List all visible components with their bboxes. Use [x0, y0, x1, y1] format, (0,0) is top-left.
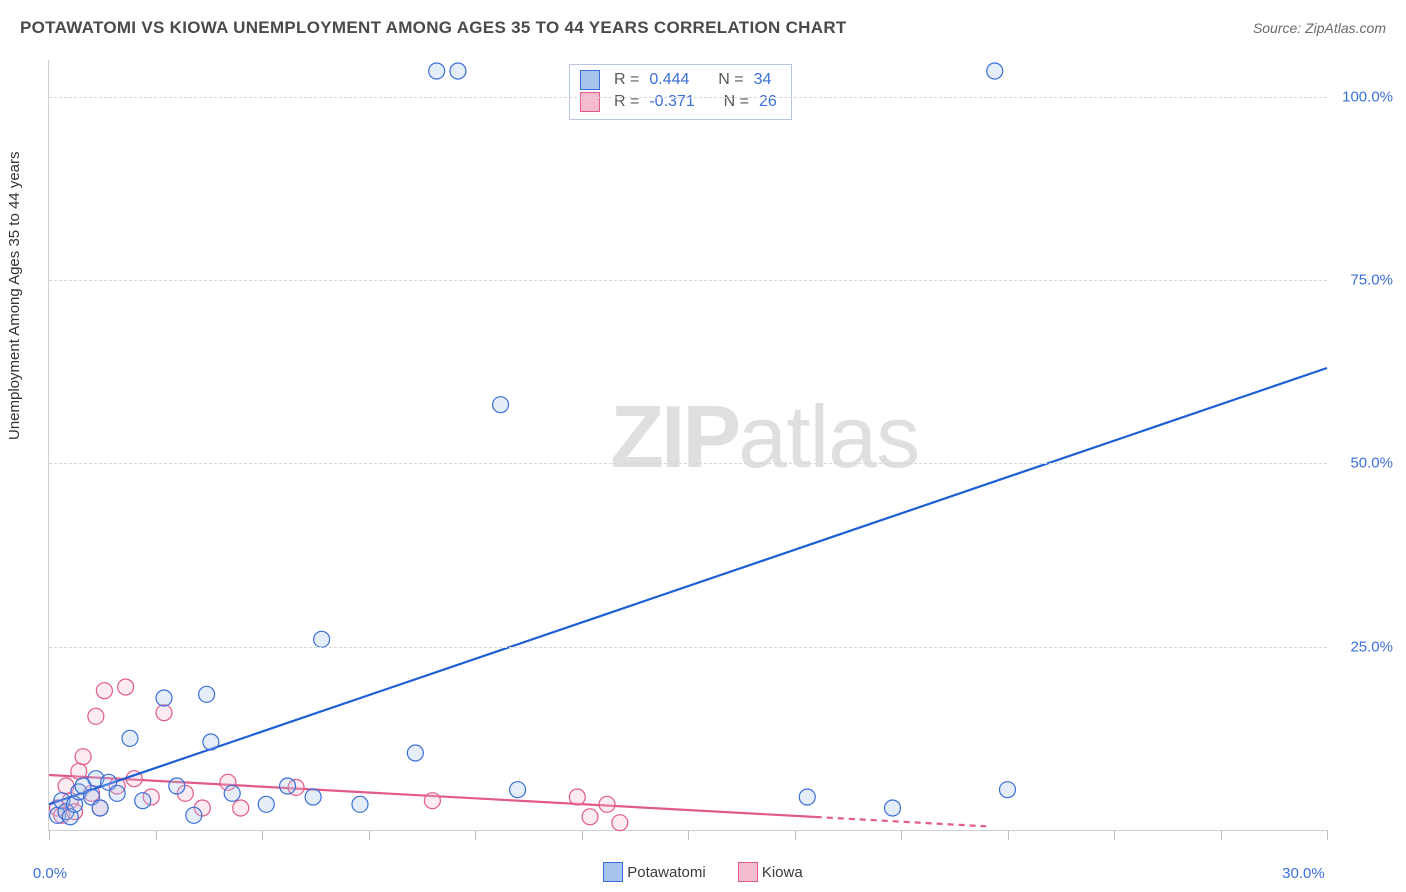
series-legend: Potawatomi Kiowa [0, 862, 1406, 886]
y-tick-label: 75.0% [1350, 272, 1393, 289]
y-tick-label: 50.0% [1350, 455, 1393, 472]
plot-area: ZIPatlas R = 0.444 N = 34 R = -0.371 N =… [48, 60, 1327, 831]
chart-title: POTAWATOMI VS KIOWA UNEMPLOYMENT AMONG A… [20, 18, 847, 38]
y-tick-label: 25.0% [1350, 638, 1393, 655]
legend-item-kiowa: Kiowa [738, 862, 803, 882]
legend-item-potawatomi: Potawatomi [603, 862, 705, 882]
source-attribution: Source: ZipAtlas.com [1253, 20, 1386, 36]
y-tick-label: 100.0% [1342, 88, 1393, 105]
source-name: ZipAtlas.com [1305, 20, 1386, 36]
y-axis-title: Unemployment Among Ages 35 to 44 years [6, 151, 23, 440]
swatch-kiowa-icon [738, 862, 758, 882]
chart-svg [49, 60, 1327, 830]
source-prefix: Source: [1253, 20, 1305, 36]
swatch-potawatomi-icon [603, 862, 623, 882]
legend-label-potawatomi: Potawatomi [627, 864, 705, 881]
legend-label-kiowa: Kiowa [762, 864, 803, 881]
